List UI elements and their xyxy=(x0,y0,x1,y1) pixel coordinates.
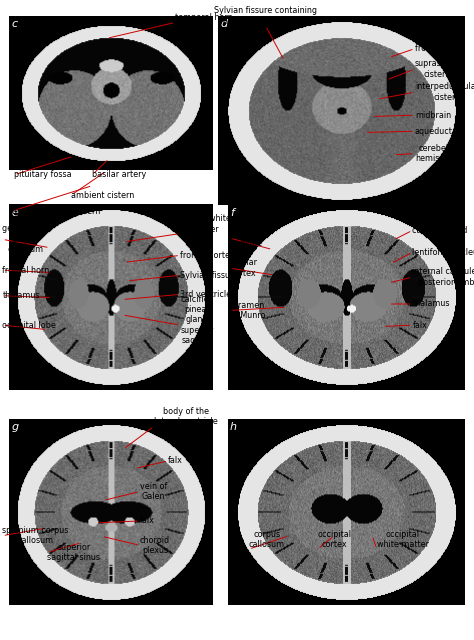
Text: temporal horn: temporal horn xyxy=(175,13,233,22)
Text: g: g xyxy=(12,422,19,433)
Text: caudate head: caudate head xyxy=(412,226,468,235)
Text: body of the
lateral ventricle: body of the lateral ventricle xyxy=(154,407,218,426)
Text: c: c xyxy=(12,19,18,29)
Text: ambient cistern: ambient cistern xyxy=(71,191,134,200)
Text: d: d xyxy=(220,19,228,29)
Text: interpeduncular
cistern: interpeduncular cistern xyxy=(415,83,474,102)
Text: lentiform nucleus: lentiform nucleus xyxy=(412,248,474,257)
Text: vein of
Galen: vein of Galen xyxy=(140,482,167,501)
Text: insular
cortex: insular cortex xyxy=(230,259,257,278)
Text: pituitary fossa: pituitary fossa xyxy=(14,170,72,179)
Bar xyxy=(9,16,213,170)
Text: frontal cortex: frontal cortex xyxy=(180,251,235,260)
Text: falx: falx xyxy=(412,321,427,330)
Text: choroid
plexus: choroid plexus xyxy=(140,536,170,555)
Text: falx: falx xyxy=(168,456,183,465)
Text: frontal white
matter: frontal white matter xyxy=(180,214,231,234)
Bar xyxy=(228,205,465,390)
Text: occipital lobe: occipital lobe xyxy=(2,321,56,330)
Text: suprasellar
cistern: suprasellar cistern xyxy=(415,60,459,79)
Text: f: f xyxy=(230,208,234,218)
Bar xyxy=(218,16,465,205)
Bar xyxy=(9,419,213,605)
Text: basilar artery: basilar artery xyxy=(92,170,146,179)
Text: occipital
cortex: occipital cortex xyxy=(318,530,352,549)
Text: Sylvian fissure containing
middle cerebral artery: Sylvian fissure containing middle cerebr… xyxy=(214,6,317,26)
Bar xyxy=(9,205,213,390)
Text: quadrigeminal cistern: quadrigeminal cistern xyxy=(12,207,100,216)
Text: midbrain: midbrain xyxy=(415,111,451,120)
Text: thalamus: thalamus xyxy=(2,291,40,300)
Text: occipital
white matter: occipital white matter xyxy=(377,530,429,549)
Bar xyxy=(228,419,465,605)
Text: internal capsule,
posterior limb: internal capsule, posterior limb xyxy=(412,268,474,287)
Text: e: e xyxy=(12,208,19,218)
Text: cerebellar
hemisphere: cerebellar hemisphere xyxy=(415,144,463,163)
Text: external
capsule: external capsule xyxy=(230,228,263,248)
Text: superior
sagittal sinus: superior sagittal sinus xyxy=(47,543,100,562)
Text: aqueduct: aqueduct xyxy=(415,127,453,136)
Text: splenium corpus
callosum: splenium corpus callosum xyxy=(2,526,69,545)
Text: corpus
callosum: corpus callosum xyxy=(249,530,285,549)
Text: genu of the
corpus
callosum: genu of the corpus callosum xyxy=(2,225,48,254)
Text: frontal horn: frontal horn xyxy=(2,266,50,275)
Text: thalamus: thalamus xyxy=(412,300,450,308)
Text: h: h xyxy=(230,422,237,433)
Text: Sylvian fissure: Sylvian fissure xyxy=(180,271,238,280)
Text: falx: falx xyxy=(140,516,155,525)
Text: frontal lobe: frontal lobe xyxy=(415,44,461,53)
Text: 3rd ventricle: 3rd ventricle xyxy=(180,290,231,299)
Text: calcified
pineal
gland
superior
sagittal
sinus: calcified pineal gland superior sagittal… xyxy=(180,294,214,356)
Text: foramen
of Munro: foramen of Munro xyxy=(230,301,265,320)
